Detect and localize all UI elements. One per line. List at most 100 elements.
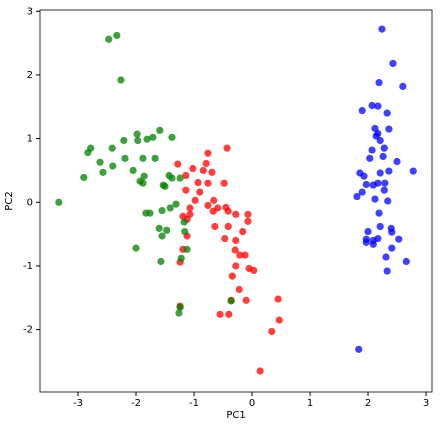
point	[132, 244, 140, 252]
point	[139, 154, 147, 162]
point	[105, 35, 113, 43]
point	[163, 226, 171, 234]
point	[183, 245, 191, 253]
point	[355, 345, 363, 353]
y-tick-label: 0	[27, 197, 33, 208]
point	[380, 144, 388, 152]
point	[368, 101, 376, 110]
point	[223, 144, 231, 152]
point	[235, 285, 243, 294]
point	[149, 133, 157, 141]
x-tick-label: 1	[307, 398, 313, 409]
point	[232, 236, 240, 245]
point	[274, 295, 282, 303]
point	[80, 173, 88, 182]
point	[387, 224, 395, 232]
x-tick-label: -3	[73, 398, 83, 409]
point	[194, 178, 202, 187]
point	[182, 171, 190, 180]
point	[381, 179, 389, 187]
point	[180, 218, 188, 226]
point	[210, 196, 218, 204]
point	[402, 257, 410, 266]
point	[166, 204, 174, 212]
plot-frame	[39, 9, 433, 393]
point	[393, 157, 401, 166]
point	[120, 136, 128, 145]
point	[399, 82, 407, 90]
point	[96, 158, 104, 166]
point	[376, 169, 384, 177]
x-tick-label: 2	[365, 398, 371, 409]
point	[202, 159, 210, 168]
point	[181, 227, 189, 236]
point	[158, 206, 166, 215]
point	[368, 146, 376, 154]
point	[385, 125, 393, 133]
point	[375, 78, 383, 87]
point	[143, 135, 151, 143]
point	[224, 207, 232, 215]
point	[108, 144, 116, 152]
point	[155, 224, 163, 232]
y-tick-label: -2	[23, 325, 33, 336]
point	[385, 167, 393, 175]
point	[379, 152, 387, 161]
point	[250, 266, 258, 274]
point	[256, 367, 264, 375]
point	[99, 168, 107, 176]
point	[371, 195, 379, 203]
point	[388, 244, 396, 252]
point	[374, 234, 382, 243]
point	[158, 232, 166, 240]
point	[191, 196, 199, 204]
point	[236, 251, 244, 259]
point	[362, 180, 370, 189]
point	[374, 179, 382, 187]
point	[161, 182, 169, 190]
point	[378, 25, 386, 33]
point	[121, 154, 129, 162]
point	[383, 267, 391, 275]
point	[220, 179, 228, 187]
point	[139, 179, 147, 187]
point	[353, 192, 361, 201]
point	[382, 253, 390, 261]
x-tick-label: -2	[131, 398, 141, 409]
point	[156, 126, 164, 134]
point	[241, 251, 249, 259]
point	[228, 272, 236, 280]
point	[358, 188, 366, 196]
x-tick-label: 3	[423, 398, 429, 409]
point	[364, 227, 372, 236]
point	[204, 149, 212, 157]
point	[186, 204, 194, 212]
point	[221, 234, 229, 243]
point	[157, 257, 165, 266]
point	[232, 262, 240, 270]
point	[239, 227, 247, 236]
point	[55, 198, 63, 206]
point	[232, 210, 240, 218]
point	[146, 209, 154, 217]
point	[360, 172, 368, 180]
point	[242, 296, 250, 304]
point	[109, 162, 117, 170]
point	[176, 303, 184, 311]
point	[275, 316, 283, 324]
point	[182, 186, 190, 194]
point	[375, 209, 383, 217]
x-tick-label: 0	[249, 398, 255, 409]
point	[113, 31, 121, 40]
x-axis-label: PC1	[226, 410, 245, 421]
point	[117, 76, 125, 84]
point	[244, 217, 252, 225]
y-axis-label: PC2	[4, 191, 15, 210]
point	[244, 210, 252, 218]
point	[227, 297, 235, 305]
point	[84, 149, 92, 157]
point	[177, 254, 185, 262]
point	[168, 133, 176, 141]
point	[209, 207, 217, 215]
